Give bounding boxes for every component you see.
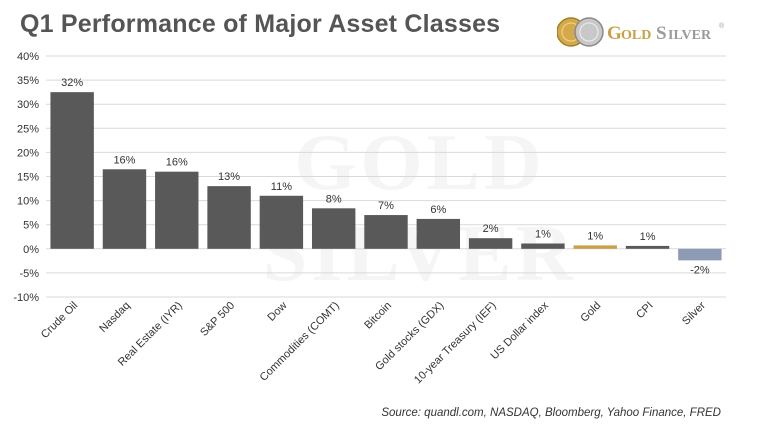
- data-label: 13%: [218, 171, 240, 183]
- bar: [468, 238, 513, 249]
- x-tick-label: S&P 500: [198, 300, 237, 339]
- data-label: 1%: [587, 230, 603, 242]
- logo-silver-rest: ILVER: [668, 28, 712, 43]
- y-tick-label: 20%: [17, 147, 39, 159]
- bar: [625, 245, 670, 249]
- logo-silver-initial: S: [656, 23, 667, 44]
- bar: [364, 215, 408, 249]
- x-tick-label: Silver: [680, 299, 708, 327]
- y-tick-label: 25%: [17, 123, 39, 135]
- data-label: 16%: [113, 154, 135, 166]
- y-tick-label: 30%: [17, 99, 39, 111]
- silver-coin-icon: [574, 17, 604, 47]
- x-tick-label: Crude Oil: [39, 300, 80, 341]
- y-tick-label: 35%: [17, 75, 39, 87]
- x-tick-label: Nasdaq: [97, 300, 132, 335]
- data-label: 8%: [326, 193, 342, 205]
- x-tick-label: Bitcoin: [362, 300, 394, 332]
- bar: [521, 243, 565, 249]
- source-note: Source: quandl.com, NASDAQ, Bloomberg, Y…: [381, 407, 721, 419]
- y-tick-label: 15%: [17, 172, 39, 184]
- data-label: 16%: [166, 157, 188, 169]
- chart-title: Q1 Performance of Major Asset Classes: [20, 10, 501, 38]
- y-tick-label: 10%: [17, 196, 39, 208]
- data-label: 7%: [378, 200, 394, 212]
- data-label: 6%: [430, 204, 446, 216]
- goldsilver-logo: G OLD S ILVER ®: [557, 17, 725, 47]
- x-tick-label: Gold: [578, 300, 603, 325]
- y-tick-label: -5%: [19, 268, 39, 280]
- bar: [311, 208, 356, 249]
- data-label: 1%: [535, 228, 551, 240]
- bar: [259, 195, 304, 249]
- bar: [102, 169, 147, 249]
- y-tick-label: -10%: [13, 292, 39, 304]
- data-label: 1%: [640, 231, 656, 243]
- bar: [155, 171, 199, 249]
- y-tick-label: 40%: [17, 51, 39, 63]
- bar: [207, 186, 251, 249]
- data-label: 32%: [61, 77, 83, 89]
- y-tick-label: 5%: [23, 220, 39, 232]
- data-label: -2%: [690, 264, 710, 276]
- logo-gold-rest: OLD: [621, 28, 651, 43]
- bar: [416, 218, 461, 249]
- logo-gold-initial: G: [607, 23, 622, 44]
- bar: [678, 248, 722, 261]
- logo-registered-mark: ®: [719, 22, 725, 30]
- x-tick-label: Dow: [265, 300, 289, 324]
- data-label: 2%: [483, 223, 499, 235]
- x-tick-label: CPI: [634, 300, 655, 321]
- bar: [573, 245, 617, 249]
- y-tick-label: 0%: [23, 244, 39, 256]
- bar: [50, 92, 94, 249]
- data-label: 11%: [271, 181, 292, 193]
